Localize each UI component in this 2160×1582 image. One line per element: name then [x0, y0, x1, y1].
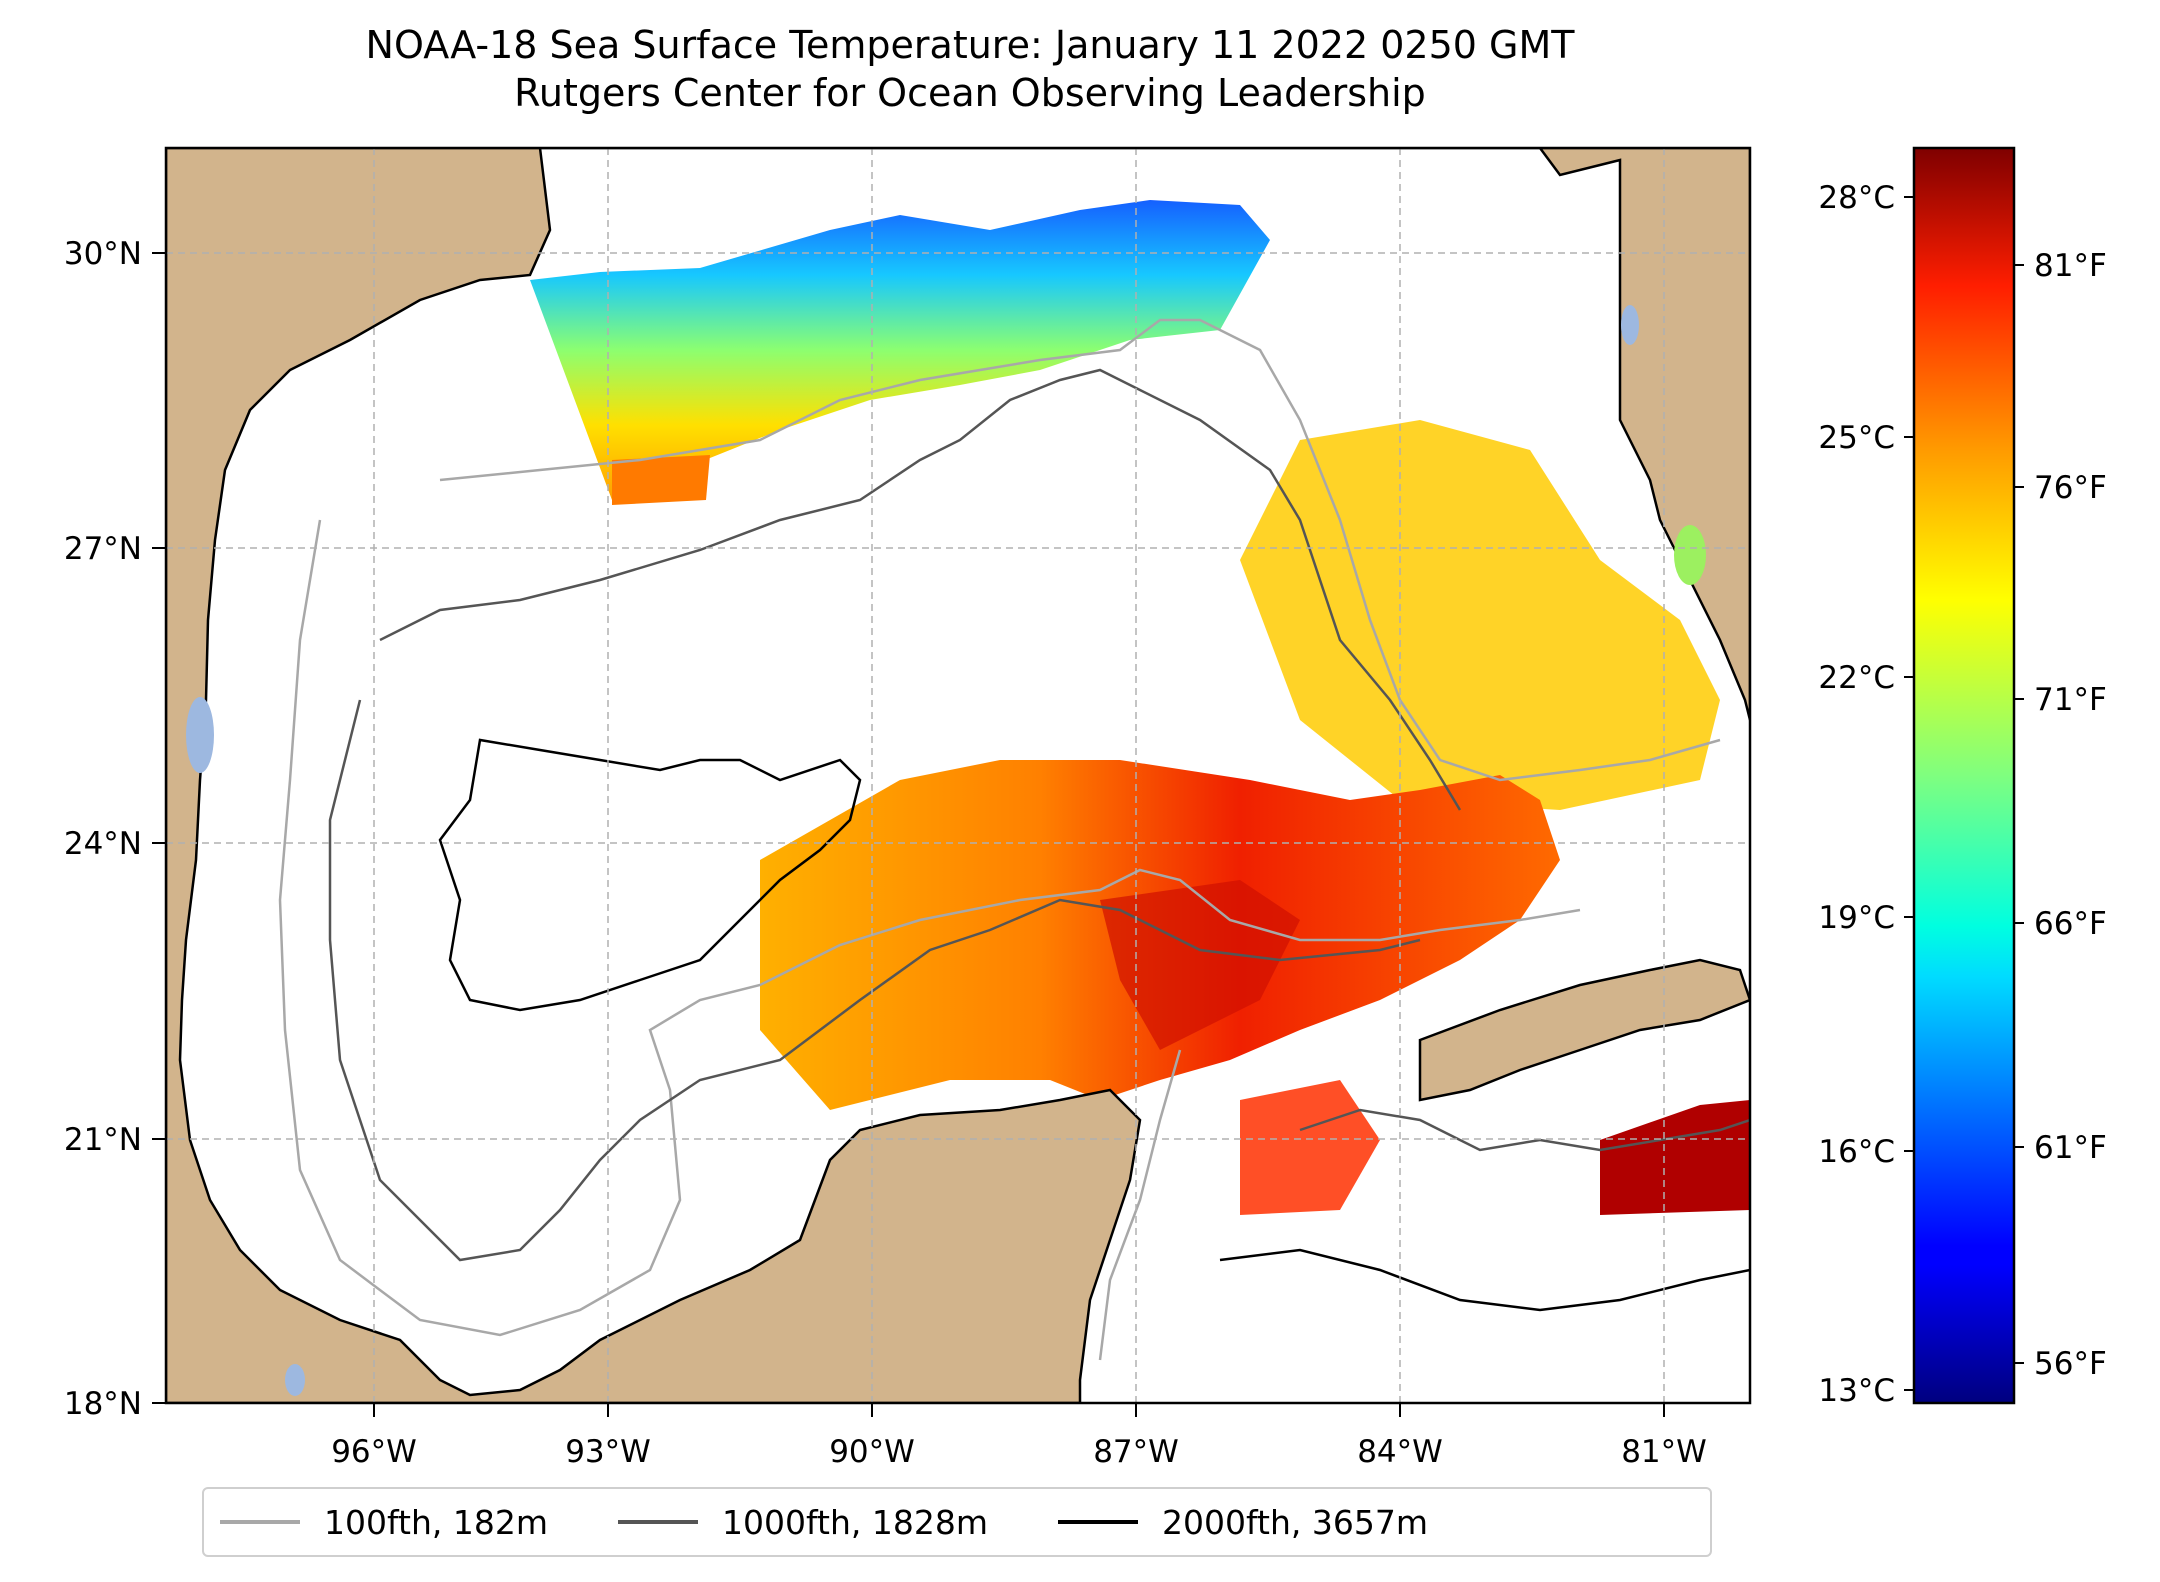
celsius-tick-label: 28°C	[1818, 180, 1895, 216]
legend-line-swatch	[220, 1520, 300, 1524]
graticule	[166, 148, 1750, 1403]
legend-label: 1000fth, 1828m	[722, 1502, 988, 1542]
sst-swaths	[530, 200, 1750, 1215]
legend-label: 2000fth, 3657m	[1161, 1502, 1428, 1542]
celsius-tick-label: 19°C	[1818, 900, 1895, 936]
lat-tick-label: 18°N	[64, 1386, 142, 1422]
lakes	[186, 305, 1706, 1396]
fahrenheit-tick-label: 76°F	[2034, 470, 2107, 506]
legend-label: 100fth, 182m	[324, 1502, 548, 1542]
contour-legend: 100fth, 182m 1000fth, 1828m 2000fth, 365…	[202, 1487, 1712, 1557]
legend-item-100fth: 100fth, 182m	[220, 1503, 548, 1542]
lon-tick-label: 81°W	[1621, 1434, 1707, 1470]
legend-line-swatch	[618, 1520, 698, 1524]
fahrenheit-tick-label: 56°F	[2034, 1346, 2107, 1382]
land	[166, 148, 1750, 1403]
fahrenheit-tick-label: 66°F	[2034, 906, 2107, 942]
lat-tick-label: 24°N	[64, 826, 142, 862]
celsius-tick-label: 25°C	[1818, 420, 1895, 456]
celsius-tick-label: 22°C	[1818, 660, 1895, 696]
fahrenheit-tick-label: 71°F	[2034, 682, 2107, 718]
lon-tick-label: 87°W	[1093, 1434, 1179, 1470]
map-frame	[164, 146, 1752, 1405]
lon-tick-label: 84°W	[1357, 1434, 1443, 1470]
bathymetry-contours	[278, 318, 1750, 1361]
lon-tick-label: 90°W	[829, 1434, 915, 1470]
colorbar-fahrenheit-ticks	[2014, 264, 2024, 1364]
lat-axis	[152, 252, 166, 1404]
lon-axis	[373, 1403, 1665, 1417]
legend-line-swatch	[1057, 1520, 1138, 1524]
lat-tick-label: 27°N	[64, 531, 142, 567]
map-subtitle: Rutgers Center for Ocean Observing Leade…	[514, 71, 1426, 115]
fahrenheit-tick-label: 61°F	[2034, 1130, 2107, 1166]
map-title: NOAA-18 Sea Surface Temperature: January…	[365, 23, 1575, 67]
celsius-tick-label: 13°C	[1818, 1373, 1895, 1409]
lon-tick-label: 93°W	[565, 1434, 651, 1470]
legend-item-1000fth: 1000fth, 1828m	[618, 1503, 988, 1542]
lon-tick-label: 96°W	[331, 1434, 417, 1470]
fahrenheit-tick-label: 81°F	[2034, 248, 2107, 284]
lat-tick-label: 30°N	[64, 236, 142, 272]
legend-item-2000fth: 2000fth, 3657m	[1057, 1502, 1428, 1542]
colorbar	[1912, 146, 2016, 1405]
colorbar-celsius-ticks	[1904, 196, 1914, 1391]
lat-tick-label: 21°N	[64, 1122, 142, 1158]
celsius-tick-label: 16°C	[1818, 1134, 1895, 1170]
